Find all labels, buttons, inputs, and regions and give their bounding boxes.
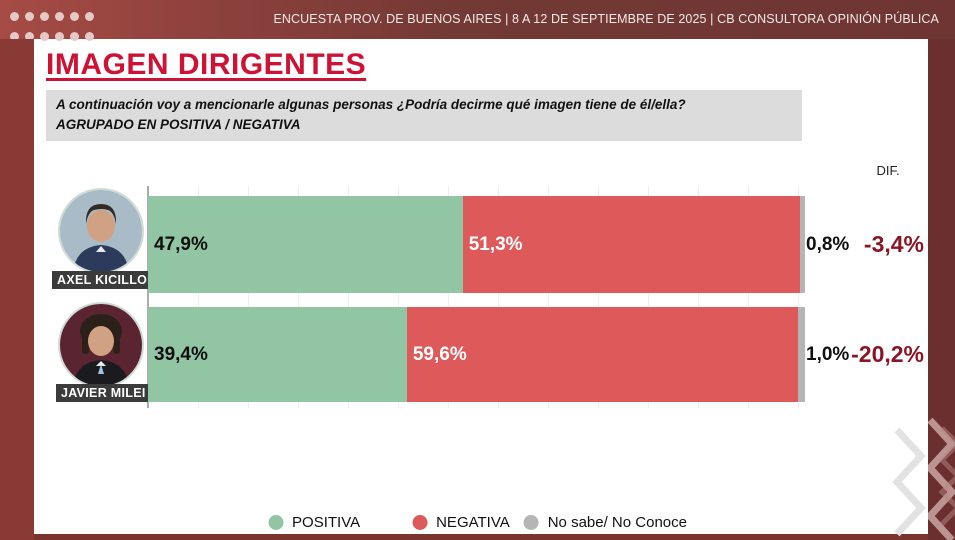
legend-dot-negativa-icon [412, 515, 428, 530]
value-label-negativa: 59,6% [412, 343, 467, 365]
bar-segment-nosabe [799, 196, 805, 293]
page-title: IMAGEN DIRIGENTES [46, 48, 367, 81]
kicillof-photo [60, 190, 142, 272]
person-portrait-icon [60, 190, 142, 272]
zigzag-decoration-icon [928, 418, 955, 540]
survey-question-line2: AGRUPADO EN POSITIVA / NEGATIVA [56, 117, 301, 133]
value-label-nosabe: 0,8% [806, 233, 850, 255]
legend-label: POSITIVA [292, 514, 361, 531]
bar-row-milei: 39,4% 59,6% [148, 307, 805, 402]
legend: POSITIVA NEGATIVA No sabe/ No Conoce [268, 514, 687, 531]
person-name-label: JAVIER MILEI [56, 384, 151, 402]
survey-question-line1: A continuación voy a mencionarle algunas… [56, 97, 686, 112]
legend-dot-positiva-icon [268, 515, 284, 530]
legend-item-positiva: POSITIVA [268, 514, 360, 531]
bar-segment-nosabe [798, 307, 805, 402]
zigzag-decoration-icon [892, 428, 926, 537]
dots-row [10, 28, 120, 48]
bar-row-kicillof: 47,9% 51,3% [148, 196, 805, 293]
legend-dot-nosabe-icon [523, 515, 539, 530]
person-portrait-icon [60, 304, 142, 386]
dif-value: -3,4% [863, 231, 924, 257]
y-axis-line [147, 186, 149, 408]
bar-segment-negativa: 51,3% [462, 196, 800, 293]
survey-header-text: ENCUESTA PROV. DE BUENOS AIRES | 8 A 12 … [273, 12, 939, 26]
dif-column-header: DIF. [876, 163, 900, 178]
value-label-positiva: 39,4% [154, 343, 208, 365]
legend-label: No sabe/ No Conoce [547, 514, 687, 531]
value-label-positiva: 47,9% [154, 233, 208, 255]
header-bar: ENCUESTA PROV. DE BUENOS AIRES | 8 A 12 … [0, 0, 955, 41]
bar-segment-positiva: 47,9% [148, 196, 463, 293]
bar-segment-negativa: 59,6% [406, 307, 799, 402]
bar-segment-positiva: 39,4% [148, 307, 407, 402]
bottom-border-strip [34, 534, 928, 540]
legend-item-negativa: NEGATIVA [412, 514, 510, 531]
dots-row [10, 8, 120, 28]
legend-label: NEGATIVA [436, 514, 510, 531]
dots-decoration [10, 8, 120, 48]
legend-item-nosabe: No sabe/ No Conoce [523, 514, 687, 531]
milei-photo [60, 304, 142, 386]
dif-value: -20,2% [851, 341, 924, 367]
survey-question: A continuación voy a mencionarle algunas… [46, 90, 802, 141]
value-label-negativa: 51,3% [468, 233, 523, 255]
value-label-nosabe: 1,0% [806, 343, 850, 365]
left-border-strip [0, 39, 34, 540]
person-name-label: AXEL KICILLOF [52, 271, 161, 289]
